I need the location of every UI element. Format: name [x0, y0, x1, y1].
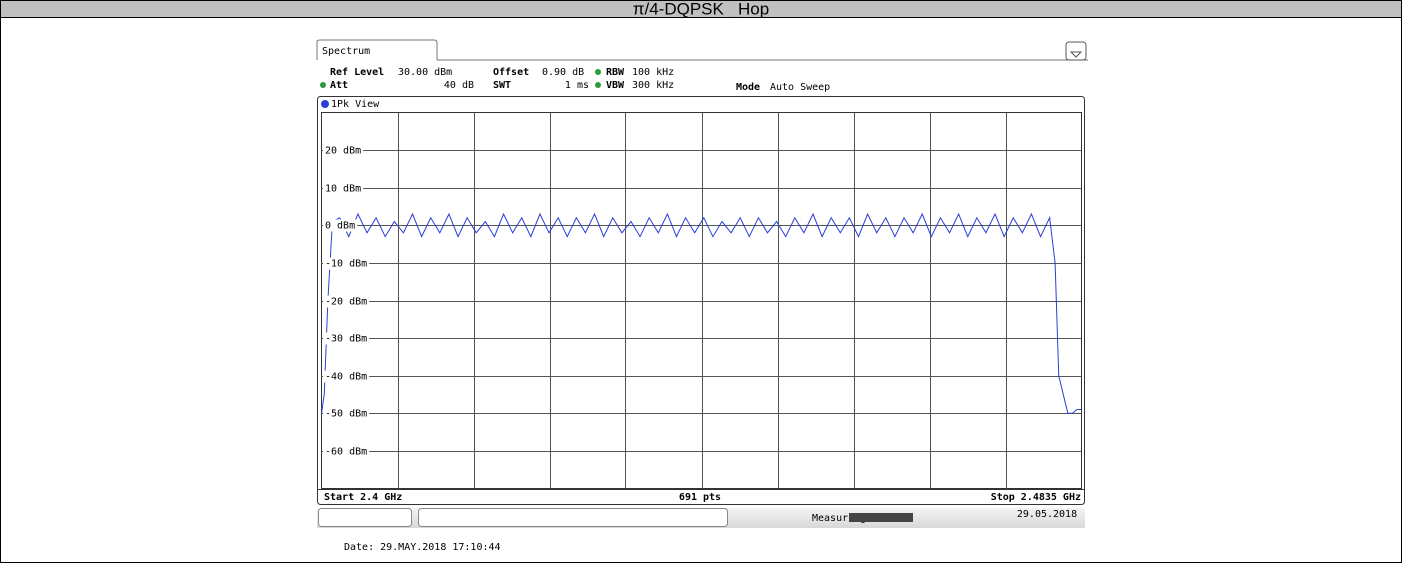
status-field [418, 508, 728, 527]
menu-icon [1069, 51, 1083, 58]
y-tick-label: -10 dBm [325, 259, 367, 270]
status-dot [595, 82, 601, 88]
y-tick-label: -60 dBm [325, 447, 367, 458]
info-value: 1 ms [565, 80, 589, 91]
info-value: Auto Sweep [770, 82, 830, 93]
tab [316, 39, 438, 60]
label-bg [323, 257, 370, 270]
date-line: Date: 29.MAY.2018 17:10:44 [344, 542, 501, 553]
label-bg [323, 332, 370, 345]
y-tick-label: -30 dBm [325, 334, 367, 345]
progress-bar [849, 513, 913, 522]
view-label: 1Pk View [331, 99, 380, 110]
y-tick-label: 20 dBm [325, 146, 361, 157]
label-bg [323, 407, 370, 420]
menu-button[interactable] [1065, 41, 1087, 61]
plot-area [321, 112, 1082, 489]
y-tick-label: -50 dBm [325, 409, 367, 420]
points-label: 691 pts [679, 492, 721, 503]
y-tick-label: -40 dBm [325, 372, 367, 383]
info-value: 300 kHz [632, 80, 674, 91]
status-dot [595, 69, 601, 75]
info-label: Ref Level [330, 67, 384, 78]
header-row [1, 1, 1401, 17]
info-value: 30.00 dBm [398, 67, 452, 78]
info-value: 100 kHz [632, 67, 674, 78]
y-tick-label: 0 dBm [325, 221, 355, 232]
info-label: SWT [493, 80, 511, 91]
status-date: 29.05.2018 [1017, 509, 1077, 520]
label-bg [323, 219, 358, 232]
y-tick-label: -20 dBm [325, 297, 367, 308]
info-value: 0.90 dB [542, 67, 584, 78]
info-label: Mode [736, 82, 760, 93]
label-bg [323, 182, 364, 195]
info-label: VBW [606, 80, 625, 91]
label-bg [323, 370, 370, 383]
y-tick-label: 10 dBm [325, 184, 361, 195]
info-label: Offset [493, 67, 529, 78]
tab-label: Spectrum [322, 46, 370, 57]
label-bg [323, 445, 370, 458]
info-label: Att [330, 80, 348, 91]
status-dot [320, 82, 326, 88]
label-bg [323, 295, 370, 308]
trace [321, 212, 1082, 414]
trace-dot [321, 100, 329, 108]
plot-frame [317, 96, 1085, 505]
status-field [318, 508, 412, 527]
header-title: π/4-DQPSK _Hop [633, 0, 769, 18]
start-label: Start 2.4 GHz [324, 492, 402, 503]
label-bg [323, 144, 364, 157]
stop-label: Stop 2.4835 GHz [991, 492, 1081, 503]
info-value: 40 dB [444, 80, 474, 91]
status-text: Measuring... [812, 513, 884, 524]
info-label: RBW [606, 67, 625, 78]
